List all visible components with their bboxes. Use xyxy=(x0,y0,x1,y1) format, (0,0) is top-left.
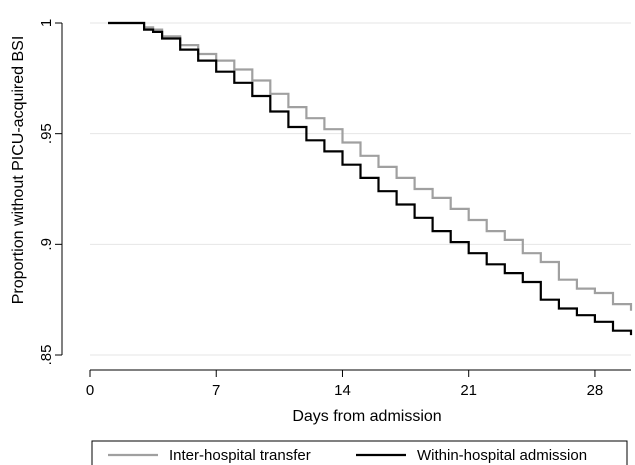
y-tick-label-0: .85 xyxy=(38,345,55,366)
series-group xyxy=(108,21,633,336)
x-tick-label-4: 28 xyxy=(587,382,604,399)
legend: Inter-hospital transfer Within-hospital a… xyxy=(91,440,628,465)
axes: .85 .9 .95 1 0 7 14 21 28 xyxy=(38,19,631,399)
x-tick-label-3: 21 xyxy=(460,382,477,399)
x-tick-label-2: 14 xyxy=(334,382,351,399)
series-line-1 xyxy=(108,21,633,336)
y-tick-label-3: 1 xyxy=(38,19,55,27)
x-axis-title: Days from admission xyxy=(292,408,441,425)
legend-label-1: Within-hospital admission xyxy=(417,447,587,464)
y-tick-label-2: .95 xyxy=(38,123,55,144)
legend-box xyxy=(91,440,628,465)
x-tick-label-1: 7 xyxy=(212,382,220,399)
y-tick-label-1: .9 xyxy=(38,238,55,251)
legend-label-0: Inter-hospital transfer xyxy=(169,447,311,464)
x-tick-label-0: 0 xyxy=(86,382,94,399)
y-axis-title: Proportion without PICU-acquired BSI xyxy=(10,36,27,305)
gridlines xyxy=(90,22,631,356)
